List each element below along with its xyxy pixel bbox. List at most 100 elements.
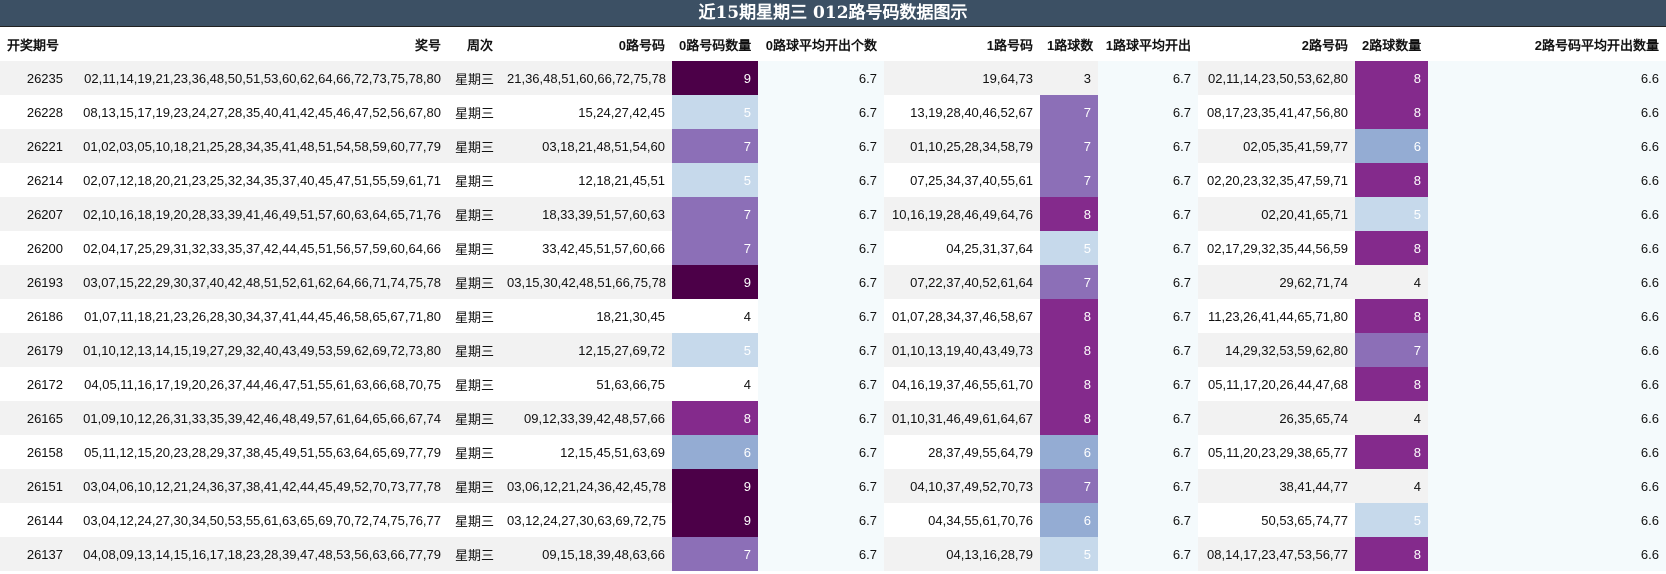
cell-period: 26193 xyxy=(0,265,70,299)
cell-route1-avg: 6.7 xyxy=(1098,197,1198,231)
cell-route1-count: 8 xyxy=(1040,401,1098,435)
cell-route1-avg: 6.7 xyxy=(1098,367,1198,401)
cell-route0-count: 5 xyxy=(672,163,758,197)
cell-route2-count: 8 xyxy=(1355,231,1428,265)
cell-route2-numbers: 38,41,44,77 xyxy=(1198,469,1355,503)
cell-numbers: 03,04,06,10,12,21,24,36,37,38,41,42,44,4… xyxy=(70,469,448,503)
cell-period: 26165 xyxy=(0,401,70,435)
cell-route2-avg: 6.6 xyxy=(1428,469,1666,503)
cell-route2-numbers: 50,53,65,74,77 xyxy=(1198,503,1355,537)
cell-route0-count: 6 xyxy=(672,435,758,469)
cell-route1-count: 8 xyxy=(1040,299,1098,333)
cell-route1-numbers: 01,10,25,28,34,58,79 xyxy=(884,129,1040,163)
cell-route2-avg: 6.6 xyxy=(1428,299,1666,333)
cell-route1-count: 7 xyxy=(1040,95,1098,129)
cell-route0-avg: 6.7 xyxy=(758,299,884,333)
cell-week: 星期三 xyxy=(448,537,500,571)
cell-route0-numbers: 18,21,30,45 xyxy=(500,299,672,333)
header-week: 周次 xyxy=(448,27,500,61)
cell-route2-count: 4 xyxy=(1355,265,1428,299)
cell-route0-avg: 6.7 xyxy=(758,503,884,537)
cell-numbers: 03,07,15,22,29,30,37,40,42,48,51,52,61,6… xyxy=(70,265,448,299)
cell-route1-count: 3 xyxy=(1040,61,1098,95)
cell-period: 26179 xyxy=(0,333,70,367)
cell-week: 星期三 xyxy=(448,129,500,163)
table-row: 26214 02,07,12,18,20,21,23,25,32,34,35,37… xyxy=(0,163,1666,197)
table-row: 26151 03,04,06,10,12,21,24,36,37,38,41,42… xyxy=(0,469,1666,503)
cell-route1-numbers: 01,10,31,46,49,61,64,67 xyxy=(884,401,1040,435)
cell-route0-count: 4 xyxy=(672,367,758,401)
cell-route1-count: 5 xyxy=(1040,231,1098,265)
cell-route0-count: 4 xyxy=(672,299,758,333)
cell-route2-avg: 6.6 xyxy=(1428,537,1666,571)
cell-period: 26235 xyxy=(0,61,70,95)
cell-route2-count: 7 xyxy=(1355,333,1428,367)
cell-numbers: 01,10,12,13,14,15,19,27,29,32,40,43,49,5… xyxy=(70,333,448,367)
cell-route1-count: 8 xyxy=(1040,367,1098,401)
header-route0-count: 0路号码数量 xyxy=(672,27,758,61)
cell-route1-numbers: 13,19,28,40,46,52,67 xyxy=(884,95,1040,129)
cell-route2-avg: 6.6 xyxy=(1428,333,1666,367)
header-route0-numbers: 0路号码 xyxy=(500,27,672,61)
cell-week: 星期三 xyxy=(448,265,500,299)
cell-route2-count: 8 xyxy=(1355,299,1428,333)
cell-route0-avg: 6.7 xyxy=(758,435,884,469)
cell-route2-avg: 6.6 xyxy=(1428,503,1666,537)
cell-route1-numbers: 04,34,55,61,70,76 xyxy=(884,503,1040,537)
cell-route0-numbers: 09,15,18,39,48,63,66 xyxy=(500,537,672,571)
cell-numbers: 02,04,17,25,29,31,32,33,35,37,42,44,45,5… xyxy=(70,231,448,265)
cell-route2-count: 8 xyxy=(1355,435,1428,469)
table-row: 26144 03,04,12,24,27,30,34,50,53,55,61,63… xyxy=(0,503,1666,537)
cell-route0-numbers: 15,24,27,42,45 xyxy=(500,95,672,129)
cell-week: 星期三 xyxy=(448,333,500,367)
header-route2-numbers: 2路号码 xyxy=(1198,27,1355,61)
table-row: 26172 04,05,11,16,17,19,20,26,37,44,46,47… xyxy=(0,367,1666,401)
header-route0-avg: 0路球平均开出个数 xyxy=(758,27,884,61)
header-route2-avg: 2路号码平均开出数量 xyxy=(1428,27,1666,61)
cell-numbers: 02,07,12,18,20,21,23,25,32,34,35,37,40,4… xyxy=(70,163,448,197)
cell-route2-count: 8 xyxy=(1355,61,1428,95)
cell-period: 26228 xyxy=(0,95,70,129)
cell-period: 26200 xyxy=(0,231,70,265)
cell-route1-numbers: 07,22,37,40,52,61,64 xyxy=(884,265,1040,299)
cell-period: 26151 xyxy=(0,469,70,503)
cell-route2-avg: 6.6 xyxy=(1428,163,1666,197)
cell-route0-numbers: 03,18,21,48,51,54,60 xyxy=(500,129,672,163)
cell-route1-numbers: 28,37,49,55,64,79 xyxy=(884,435,1040,469)
cell-route1-avg: 6.7 xyxy=(1098,265,1198,299)
cell-numbers: 01,02,03,05,10,18,21,25,28,34,35,41,48,5… xyxy=(70,129,448,163)
cell-route2-count: 6 xyxy=(1355,129,1428,163)
cell-route1-avg: 6.7 xyxy=(1098,333,1198,367)
cell-route2-numbers: 02,05,35,41,59,77 xyxy=(1198,129,1355,163)
cell-route2-count: 8 xyxy=(1355,367,1428,401)
cell-route0-numbers: 03,06,12,21,24,36,42,45,78 xyxy=(500,469,672,503)
cell-route1-count: 6 xyxy=(1040,435,1098,469)
header-route1-numbers: 1路号码 xyxy=(884,27,1040,61)
cell-route0-count: 5 xyxy=(672,333,758,367)
cell-route2-avg: 6.6 xyxy=(1428,367,1666,401)
cell-route2-count: 8 xyxy=(1355,95,1428,129)
cell-route2-numbers: 02,20,41,65,71 xyxy=(1198,197,1355,231)
table-row: 26165 01,09,10,12,26,31,33,35,39,42,46,48… xyxy=(0,401,1666,435)
header-route1-avg: 1路球平均开出 xyxy=(1098,27,1198,61)
cell-route2-avg: 6.6 xyxy=(1428,435,1666,469)
cell-week: 星期三 xyxy=(448,163,500,197)
cell-route2-numbers: 05,11,20,23,29,38,65,77 xyxy=(1198,435,1355,469)
cell-route0-count: 9 xyxy=(672,61,758,95)
cell-route2-numbers: 11,23,26,41,44,65,71,80 xyxy=(1198,299,1355,333)
cell-route1-count: 6 xyxy=(1040,503,1098,537)
cell-route1-numbers: 04,10,37,49,52,70,73 xyxy=(884,469,1040,503)
table-body: 26235 02,11,14,19,21,23,36,48,50,51,53,60… xyxy=(0,61,1666,571)
cell-route1-avg: 6.7 xyxy=(1098,299,1198,333)
cell-route1-avg: 6.7 xyxy=(1098,469,1198,503)
cell-route1-count: 5 xyxy=(1040,537,1098,571)
cell-route1-avg: 6.7 xyxy=(1098,401,1198,435)
table-row: 26207 02,10,16,18,19,20,28,33,39,41,46,49… xyxy=(0,197,1666,231)
cell-route1-count: 7 xyxy=(1040,163,1098,197)
cell-route2-count: 4 xyxy=(1355,401,1428,435)
cell-week: 星期三 xyxy=(448,503,500,537)
cell-route2-avg: 6.6 xyxy=(1428,129,1666,163)
table-row: 26228 08,13,15,17,19,23,24,27,28,35,40,41… xyxy=(0,95,1666,129)
cell-route1-numbers: 19,64,73 xyxy=(884,61,1040,95)
cell-numbers: 01,07,11,18,21,23,26,28,30,34,37,41,44,4… xyxy=(70,299,448,333)
